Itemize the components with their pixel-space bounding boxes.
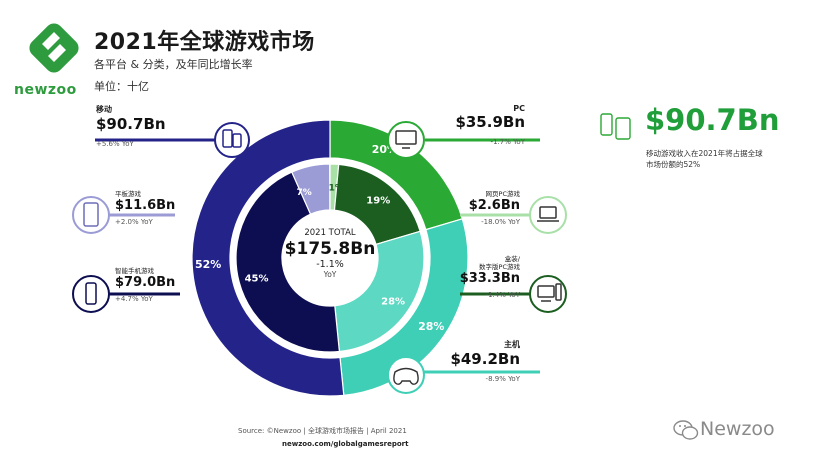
highlight-value: $90.7Bn [645,103,780,137]
label-console: 主机 $49.2Bn -8.9% YoY [420,339,520,383]
outer-slice-console-pct: 28% [418,320,444,333]
watermark-text: Newzoo [700,418,775,440]
label-pc-yoy: -1.7% YoY [490,138,525,146]
inner-slice-browser-pc-pct: 1% [329,183,344,193]
unit-label: 单位：十亿 [94,80,149,93]
center-total: 2021 TOTAL $175.8Bn -1.1% YoY [268,228,392,279]
inner-slice-console [334,230,425,353]
label-browser-pc-value: $2.6Bn [468,198,520,213]
label-tablet-name: 平板游戏 [115,190,141,198]
laptop-icon [529,196,567,234]
label-boxed-pc-value: $33.3Bn [459,271,520,286]
label-smartphone-name: 智能手机游戏 [115,267,154,275]
label-pc: PC $35.9Bn -1.7% YoY [430,104,525,146]
label-console-value: $49.2Bn [450,350,520,368]
label-boxed-pc: 盒装/ 数字版PC游戏 $33.3Bn -1.4% YoY [440,255,520,299]
center-total-change: -1.1% [316,259,344,270]
label-tablet-yoy: +2.0% YoY [115,218,153,226]
mobile-devices-icon [214,122,250,158]
inner-slice-tablet-pct: 7% [297,188,312,198]
source-note: Source: ©Newzoo | 全球游戏市场报告 | April 2021 [238,427,407,435]
inner-slice-tablet [291,163,331,215]
highlight-mobile-icon [600,113,631,140]
source-url[interactable]: newzoo.com/globalgamesreport [282,440,409,448]
label-mobile-yoy: +5.6% YoY [96,140,134,148]
label-browser-pc: 网页PC游戏 $2.6Bn -18.0% YoY [450,188,520,226]
donut-center-hole [283,211,377,305]
pc-tower-icon [529,275,567,313]
label-boxed-pc-name: 盒装/ 数字版PC游戏 [479,255,520,271]
outer-slice-mobile-pct: 52% [195,258,221,271]
page-subtitle: 各平台 & 分类，及年同比增长率 [94,58,253,71]
center-total-label: 2021 TOTAL [304,228,356,238]
page-title: 2021年全球游戏市场 [94,30,315,55]
label-mobile-name: 移动 [96,105,112,114]
gamepad-icon [387,356,425,394]
label-tablet-value: $11.6Bn [115,198,176,213]
label-console-yoy: -8.9% YoY [485,375,520,383]
inner-slice-console-pct: 28% [381,296,405,307]
label-mobile-value: $90.7Bn [96,115,166,133]
inner-slice-smartphone [235,171,341,353]
label-smartphone: 智能手机游戏 $79.0Bn +4.7% YoY [115,265,175,303]
label-smartphone-value: $79.0Bn [115,275,176,290]
label-browser-pc-name: 网页PC游戏 [485,190,520,198]
label-mobile: 移动 $90.7Bn +5.6% YoY [96,104,166,148]
wechat-icon [673,420,699,440]
label-tablet: 平板游戏 $11.6Bn +2.0% YoY [115,188,175,226]
label-boxed-pc-yoy: -1.4% YoY [485,291,520,299]
label-console-name: 主机 [504,340,520,349]
outer-slice-mobile [191,119,345,397]
newzoo-logo [29,23,79,73]
smartphone-icon [72,275,110,313]
donut-rings [191,119,469,397]
center-total-value: $175.8Bn [284,239,376,259]
label-pc-value: $35.9Bn [455,113,525,131]
label-browser-pc-yoy: -18.0% YoY [481,218,520,226]
center-total-yoy: YoY [323,270,337,279]
label-pc-name: PC [513,104,525,113]
highlight-text: 移动游戏收入在2021年将占据全球市场份额的52% [646,149,763,169]
monitor-icon [387,121,425,159]
inner-slice-boxed-pc-pct: 19% [366,195,390,206]
label-smartphone-yoy: +4.7% YoY [115,295,153,303]
brand-name: newzoo [14,82,77,98]
tablet-icon [72,196,110,234]
inner-slice-smartphone-pct: 45% [245,273,269,284]
